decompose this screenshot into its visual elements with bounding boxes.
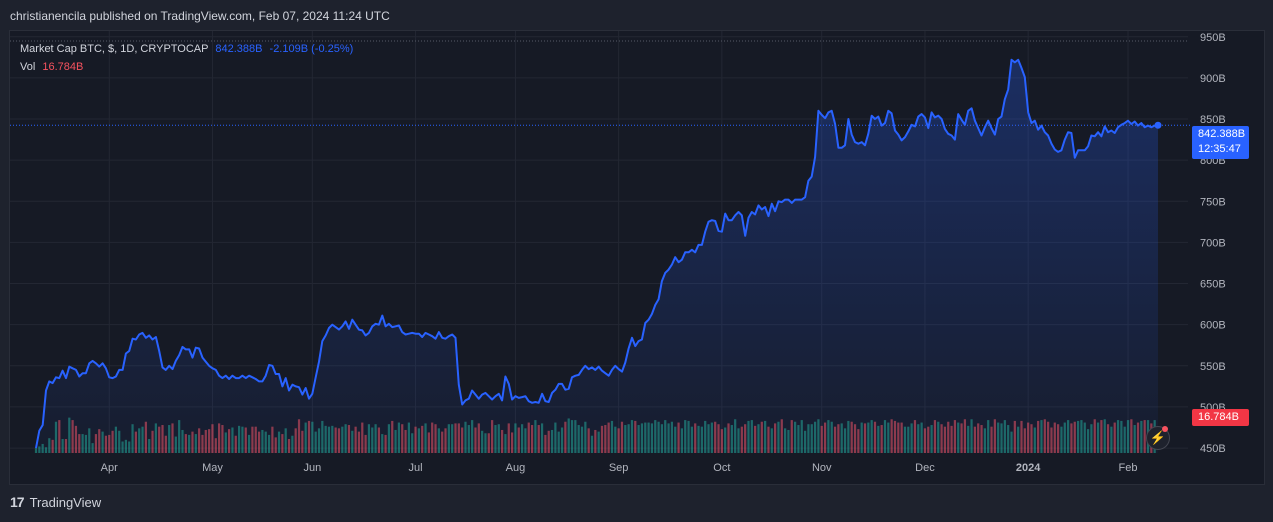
y-tick-label: 850B [1200,114,1226,126]
y-tick-label: 600B [1200,320,1226,332]
x-tick-label: 2024 [1016,462,1041,474]
x-tick-label: Jul [409,462,423,474]
price-area [36,59,1158,454]
publish-header: christianencila published on TradingView… [10,9,390,23]
last-volume-tag: 16.784B [1192,409,1249,426]
x-tick-label: Dec [915,462,935,474]
legend-title[interactable]: Market Cap BTC, $, 1D, CRYPTOCAP [20,43,209,55]
y-tick-label: 450B [1200,443,1226,455]
x-tick-label: Apr [101,462,118,474]
y-tick-label: 650B [1200,279,1226,291]
last-price-tag: 842.388B 12:35:47 [1192,126,1249,159]
x-tick-label: Sep [609,462,629,474]
x-tick-label: Aug [506,462,526,474]
bar-countdown: 12:35:47 [1198,143,1241,155]
brand-name: TradingView [29,494,102,510]
y-tick-label: 950B [1200,32,1226,44]
x-tick-label: Feb [1119,462,1138,474]
legend-row-price: Market Cap BTC, $, 1D, CRYPTOCAP 842.388… [20,40,353,58]
legend-vol-label[interactable]: Vol [20,61,36,73]
x-tick-label: Nov [812,462,832,474]
y-tick-label: 700B [1200,237,1226,249]
legend-price: 842.388B [215,43,263,55]
legend-vol-value: 16.784B [42,61,84,73]
notification-dot [1162,426,1168,432]
x-tick-label: Jun [303,462,321,474]
x-tick-label: Oct [713,462,730,474]
chart-legend: Market Cap BTC, $, 1D, CRYPTOCAP 842.388… [20,40,353,76]
last-price-dot [1154,121,1162,129]
price-line [35,58,1159,449]
x-tick-label: May [202,462,223,474]
footer-brand[interactable]: 17 TradingView [10,494,101,510]
y-tick-label: 550B [1200,361,1226,373]
y-tick-label: 900B [1200,73,1226,85]
tradingview-logo-icon: 17 [10,494,25,510]
legend-row-vol: Vol 16.784B [20,58,353,76]
y-tick-label: 750B [1200,196,1226,208]
legend-change: -2.109B (-0.25%) [269,43,354,55]
last-price-value: 842.388B [1198,128,1246,140]
